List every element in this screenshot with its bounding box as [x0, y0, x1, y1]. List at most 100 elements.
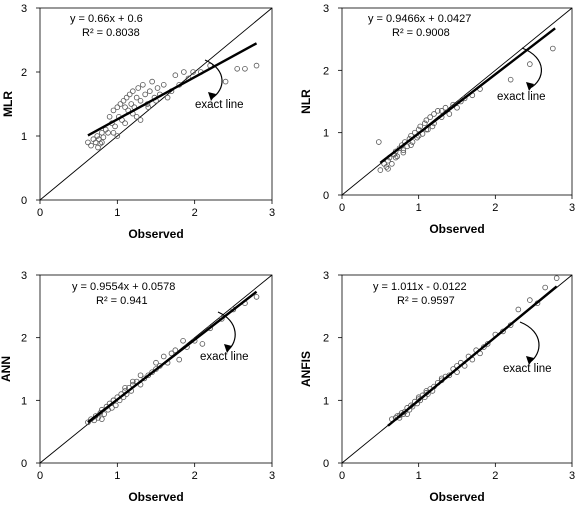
- data-point: [88, 142, 94, 149]
- annotation-label: exact line: [497, 91, 546, 103]
- y-tick-label: 1: [21, 131, 27, 143]
- data-point: [141, 375, 148, 382]
- y-tick-label: 1: [323, 128, 329, 140]
- x-tick-label: 0: [37, 207, 43, 219]
- x-tick-label: 3: [569, 202, 575, 214]
- x-tick-label: 3: [269, 470, 275, 482]
- data-point: [100, 134, 107, 141]
- y-tick-label: 2: [21, 67, 27, 79]
- data-point: [133, 94, 140, 101]
- data-point: [400, 149, 407, 156]
- x-axis-label: Observed: [128, 490, 183, 504]
- data-point: [417, 123, 424, 130]
- data-point: [130, 88, 136, 94]
- x-tick-label: 3: [269, 207, 275, 219]
- annotation-arrow: [217, 311, 236, 351]
- data-point: [160, 82, 167, 88]
- data-point: [130, 378, 136, 385]
- data-point: [97, 410, 104, 416]
- data-point: [133, 114, 140, 120]
- y-tick-label: 0: [21, 195, 27, 207]
- data-point: [222, 78, 229, 85]
- regression-equation: y = 0.9554x + 0.0578: [72, 281, 175, 293]
- data-point: [114, 104, 121, 110]
- data-point: [153, 359, 159, 366]
- data-point: [122, 120, 128, 126]
- arrow-head: [224, 344, 232, 353]
- data-point: [128, 101, 135, 107]
- data-point: [106, 114, 113, 120]
- data-point: [199, 341, 206, 347]
- data-point: [137, 372, 144, 379]
- data-point: [99, 416, 105, 422]
- fit-line: [87, 42, 258, 137]
- data-point: [375, 139, 382, 145]
- data-point: [160, 353, 167, 360]
- panel-ann: 0 1 2 3 0 1 2 3 Observed ANN y = 0.9554x + 0.0578 R…: [0, 270, 275, 504]
- data-point: [408, 142, 414, 148]
- data-point: [515, 306, 522, 313]
- data-point: [101, 411, 107, 417]
- data-point: [109, 405, 115, 411]
- y-axis-label: ANFIS: [299, 351, 313, 387]
- regression-equation: y = 0.66x + 0.6: [70, 13, 143, 25]
- x-tick-label: 2: [192, 470, 198, 482]
- data-point: [135, 85, 142, 91]
- plot-frame: [341, 7, 573, 196]
- data-point: [435, 108, 441, 114]
- data-point: [149, 78, 155, 85]
- data-point: [218, 316, 225, 322]
- data-point: [99, 139, 105, 146]
- data-point: [122, 384, 128, 391]
- data-point: [553, 275, 560, 281]
- data-point: [110, 107, 117, 114]
- data-point: [442, 104, 449, 111]
- data-point: [117, 101, 124, 107]
- plot-frame: [39, 274, 273, 464]
- data-point: [176, 356, 183, 363]
- data-point: [527, 297, 533, 303]
- data-point: [181, 69, 187, 75]
- data-point: [389, 161, 395, 167]
- y-tick-label: 0: [323, 190, 329, 202]
- y-tick-label: 3: [21, 3, 27, 15]
- annotation-arrow: [519, 321, 540, 363]
- data-point: [404, 411, 410, 417]
- data-point: [423, 117, 430, 123]
- y-axis-label: ANN: [0, 356, 13, 382]
- y-axis-label: MLR: [1, 91, 15, 117]
- data-point: [392, 148, 399, 155]
- data-point: [421, 120, 428, 127]
- x-axis-label: Observed: [429, 490, 484, 504]
- exact-line: [39, 7, 273, 201]
- x-axis-label: Observed: [128, 227, 183, 241]
- data-point: [446, 372, 453, 379]
- x-tick-label: 0: [339, 202, 345, 214]
- x-tick-label: 2: [492, 470, 498, 482]
- y-axis-label: NLR: [299, 89, 313, 114]
- data-point: [438, 108, 445, 114]
- data-point: [385, 166, 391, 172]
- x-tick-label: 1: [114, 470, 120, 482]
- data-point: [137, 117, 144, 123]
- y-tick-label: 1: [21, 395, 27, 407]
- data-point: [190, 69, 196, 75]
- data-point: [253, 62, 260, 69]
- fit-line: [87, 290, 258, 424]
- data-point: [145, 372, 152, 379]
- data-point: [85, 419, 91, 426]
- data-point: [180, 337, 186, 344]
- regression-equation: y = 0.9466x + 0.0427: [368, 13, 471, 25]
- annotation-label: exact line: [195, 99, 244, 111]
- exact-line: [341, 7, 573, 196]
- data-point: [404, 143, 410, 150]
- annotation-label: exact line: [200, 351, 249, 363]
- data-point: [145, 104, 152, 110]
- data-point: [110, 130, 117, 136]
- x-tick-label: 1: [114, 207, 120, 219]
- y-tick-label: 2: [21, 333, 27, 345]
- y-tick-label: 2: [323, 65, 329, 77]
- panel-nlr: 0 1 2 3 0 1 2 3 Observed NLR y = 0.9466x + 0.0427 R…: [299, 3, 575, 236]
- y-tick-label: 3: [323, 270, 329, 282]
- plot-frame: [341, 274, 573, 464]
